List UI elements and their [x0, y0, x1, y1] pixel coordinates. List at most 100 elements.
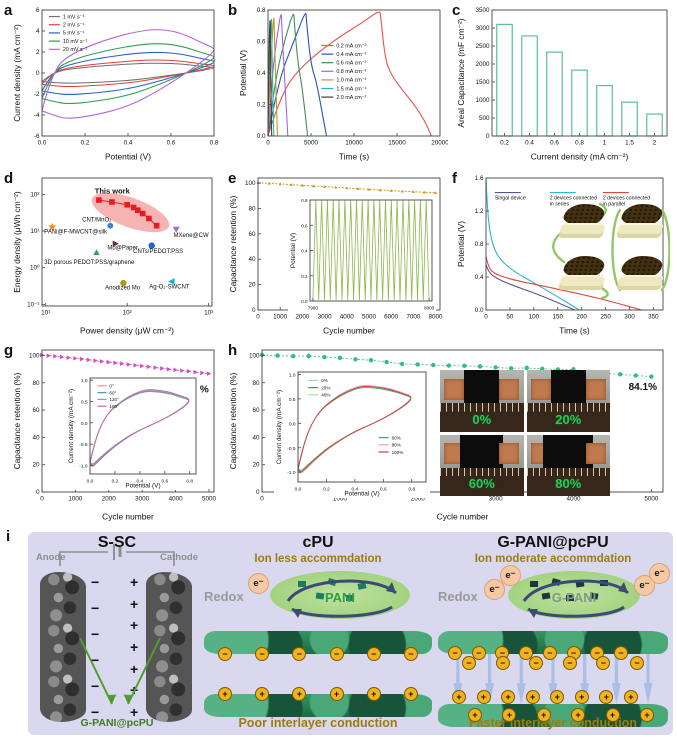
svg-text:1500: 1500	[475, 79, 490, 86]
electron-icon: e⁻	[649, 563, 670, 584]
mechanism-diagram: S-SC Anode Cathode −−−−−− +++++++	[28, 532, 673, 735]
svg-text:1.0 mA cm⁻²: 1.0 mA cm⁻²	[336, 78, 366, 84]
svg-text:1: 1	[603, 140, 607, 147]
svg-text:40: 40	[32, 434, 40, 441]
down-arrow-icon	[516, 654, 526, 704]
svg-text:2500: 2500	[475, 43, 490, 50]
panel-h: h 0 1000 2000 3000 4000 5000 0 20 40 60 80 100 Cycle…	[226, 342, 675, 526]
charge-symbol: +	[452, 690, 466, 704]
svg-text:20: 20	[248, 282, 256, 289]
svg-text:5000: 5000	[202, 496, 217, 503]
panel-label-a: a	[4, 2, 13, 19]
svg-text:-1.0: -1.0	[79, 463, 88, 469]
down-arrow-icon	[580, 654, 590, 704]
svg-text:Potential (V): Potential (V)	[125, 483, 160, 490]
charge-symbol: −	[629, 656, 644, 670]
charge-symbol: +	[329, 687, 344, 701]
svg-text:0.8: 0.8	[475, 241, 484, 248]
stretch-photo-2: 60%	[440, 434, 524, 496]
ruler	[440, 403, 524, 432]
electron-icon: e⁻	[248, 573, 269, 594]
svg-text:60%: 60%	[392, 435, 401, 440]
svg-text:8000: 8000	[429, 314, 444, 321]
svg-text:4000: 4000	[566, 496, 581, 503]
svg-text:10²: 10²	[30, 191, 39, 198]
ion-symbol: −	[91, 678, 100, 694]
panel-label-b: b	[228, 2, 238, 19]
cpu-diagram: cPU Ion less accommdation Redox e⁻ PANI	[204, 534, 432, 732]
svg-text:0.4: 0.4	[475, 274, 484, 281]
cpu-caption: Poor interlayer conduction	[238, 716, 398, 730]
device-sample	[550, 370, 586, 405]
pani-label: PANI	[324, 589, 356, 605]
svg-text:0.4: 0.4	[352, 487, 359, 493]
svg-text:0: 0	[36, 489, 40, 496]
svg-text:Current density (mA cm⁻²): Current density (mA cm⁻²)	[531, 152, 629, 162]
device-sample	[543, 434, 594, 469]
battery-symbol	[59, 544, 175, 566]
svg-text:2000: 2000	[411, 496, 426, 503]
svg-text:0.0: 0.0	[87, 479, 94, 485]
device-icon	[558, 256, 607, 290]
gcd-chart: 0 5000 10000 15000 20000 0.0 0.2 0.4 0.6 0.8 Time …	[238, 4, 448, 162]
panel-f: f 0 50 100 150 200 250 300 350 0.0 0.4 0.8 1.2 1.6 Ti…	[450, 170, 675, 340]
svg-text:60: 60	[248, 231, 256, 238]
svg-text:-6: -6	[34, 133, 40, 140]
panel-d: d 10¹ 10² 10³ 10⁻¹ 10⁰ 10¹ 10² Power density (μ…	[2, 170, 224, 340]
svg-text:0.8: 0.8	[257, 7, 266, 14]
ion-symbol: −	[91, 652, 100, 668]
copper-tape	[444, 378, 465, 400]
ssc-title: S-SC	[97, 534, 137, 551]
svg-text:5 mV s⁻¹: 5 mV s⁻¹	[63, 31, 85, 37]
svg-text:1.5 mA cm⁻²: 1.5 mA cm⁻²	[336, 86, 366, 92]
svg-text:80: 80	[32, 380, 40, 387]
charge-symbol: −	[562, 656, 577, 670]
ion-symbol: +	[130, 574, 139, 590]
svg-text:60: 60	[252, 407, 260, 414]
svg-text:0.4: 0.4	[257, 70, 266, 77]
gpani-diagram: G-PANI@pcPU Ion moderate accommdation Re…	[438, 534, 670, 732]
svg-text:Anodized Mo: Anodized Mo	[105, 286, 141, 292]
svg-text:0.2: 0.2	[257, 102, 266, 109]
svg-text:7980: 7980	[308, 306, 319, 311]
svg-text:0.0: 0.0	[81, 421, 88, 427]
svg-text:0.6: 0.6	[161, 479, 168, 485]
svg-text:0.6: 0.6	[257, 39, 266, 46]
gpani-plus-row-2: + + + + + +	[468, 708, 654, 722]
svg-text:0.2: 0.2	[301, 274, 308, 279]
svg-text:0: 0	[484, 314, 488, 321]
panel-e: e 0 1000 2000 3000 4000 5000 6000 7000 8000 0 20 40…	[226, 170, 450, 340]
svg-text:0: 0	[260, 496, 264, 503]
ion-symbol: +	[130, 703, 139, 720]
svg-text:0.0: 0.0	[475, 307, 484, 314]
panel-i: i S-SC Anode Cathode −−−−−− +++++++	[0, 528, 677, 741]
svg-text:Cycle number: Cycle number	[437, 512, 489, 522]
panel-a: a 0.0 0.2 0.4 0.6 0.8 -6 -4 -2 0 2 4 6 Potential (V)…	[2, 2, 224, 166]
svg-text:0.8: 0.8	[210, 140, 219, 147]
ruler	[526, 403, 610, 432]
svg-text:84.1%: 84.1%	[629, 382, 657, 393]
gpani-title: G-PANI@pcPU	[497, 534, 609, 551]
svg-text:1 mV s⁻¹: 1 mV s⁻¹	[63, 14, 85, 20]
charge-symbol: +	[501, 690, 516, 704]
charge-symbol: −	[495, 656, 510, 670]
ion-symbol: +	[130, 660, 139, 677]
svg-text:2.0 mA cm⁻²: 2.0 mA cm⁻²	[336, 95, 366, 101]
panel-label-f: f	[452, 170, 457, 187]
svg-text:0.2: 0.2	[500, 140, 509, 147]
redox-cycle-arrows	[286, 579, 398, 618]
svg-text:2000: 2000	[102, 496, 117, 503]
svg-text:80%: 80%	[392, 443, 401, 448]
charge-symbol: +	[599, 690, 614, 704]
svg-text:Cycle number: Cycle number	[323, 326, 375, 336]
charge-symbol: −	[366, 647, 381, 661]
svg-text:Capacitance retention (%): Capacitance retention (%)	[228, 372, 238, 469]
svg-text:MXene@CW: MXene@CW	[174, 233, 209, 239]
gpani-redox-scheme: Redox e⁻ e⁻ e⁻ e⁻ G-PANI	[438, 563, 670, 623]
svg-text:10⁻¹: 10⁻¹	[27, 301, 39, 308]
svg-text:0: 0	[252, 307, 256, 314]
bending-cv-inset-chart: 0.0 0.2 0.4 0.6 0.8 -1.0 -0.5 0.0 0.5 1.0 Potentia…	[66, 374, 200, 490]
svg-text:500: 500	[479, 115, 490, 122]
redox-cycle-arrows	[522, 579, 630, 618]
